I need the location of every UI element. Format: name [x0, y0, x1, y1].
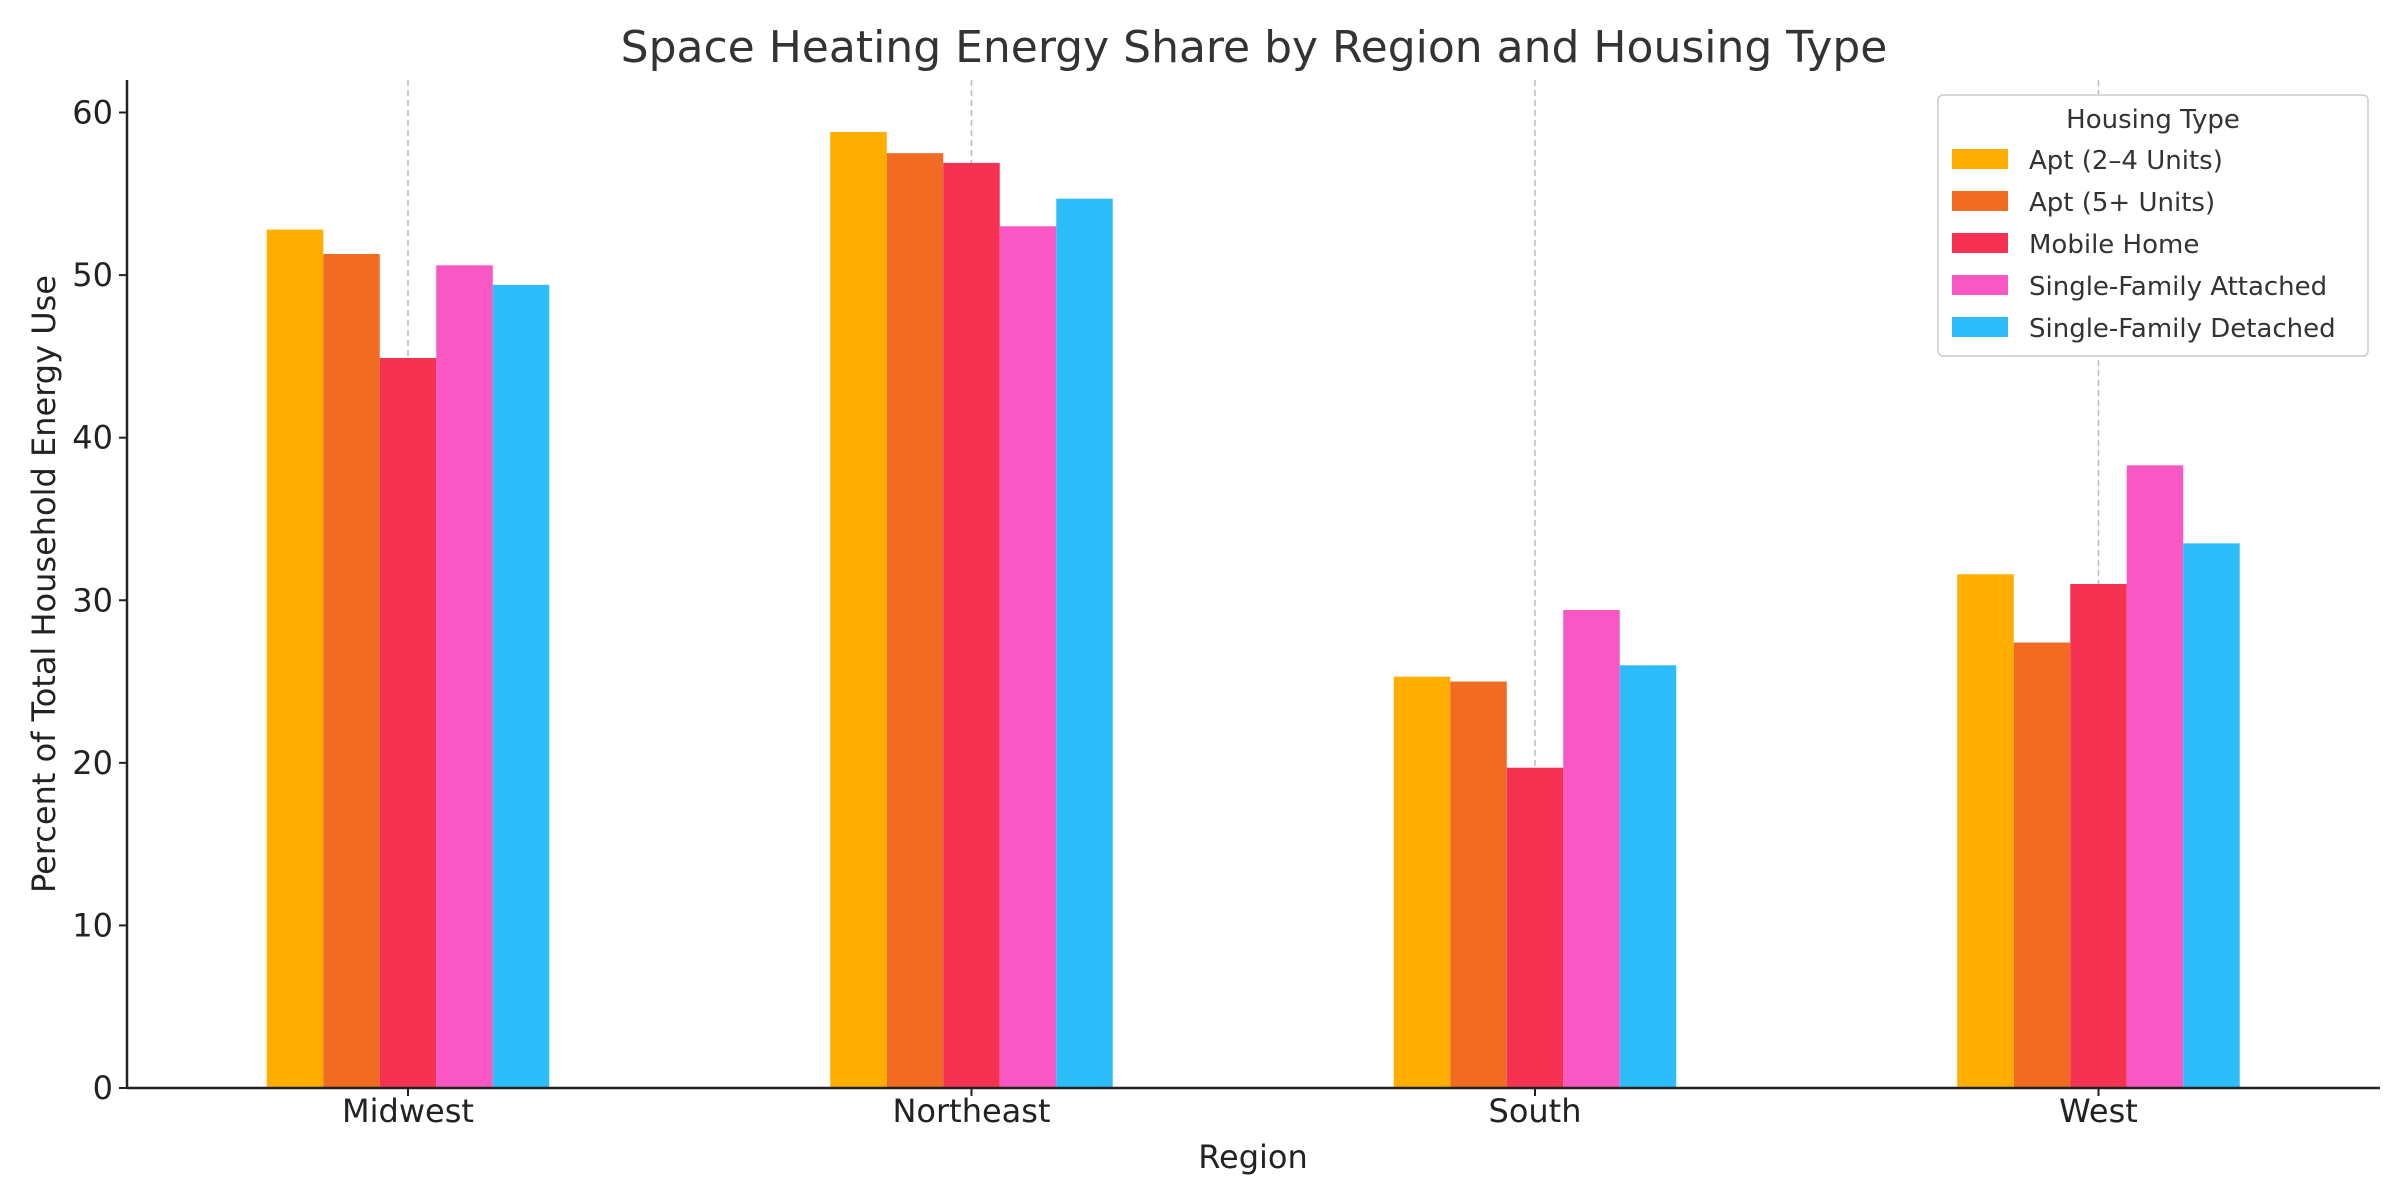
x-tick-label: South: [1489, 1092, 1582, 1130]
legend-swatch: [1952, 233, 2008, 253]
legend-swatch: [1952, 275, 2008, 295]
bar-midwest-1: [323, 253, 380, 1088]
x-tick-label: Northeast: [892, 1092, 1050, 1130]
bar-midwest-4: [492, 284, 550, 1088]
bar-northeast-0: [830, 132, 887, 1088]
legend-title: Housing Type: [2066, 105, 2240, 135]
bar-west-2: [2070, 584, 2127, 1088]
x-axis-label: Region: [1198, 1138, 1308, 1176]
legend-label: Mobile Home: [2029, 230, 2199, 260]
y-tick-label: 30: [72, 581, 113, 619]
y-ticks: 0 10 20 30 40 50 60: [72, 94, 127, 1107]
bar-midwest-3: [436, 265, 493, 1089]
legend-frame: [1937, 94, 2369, 357]
legend-label: Single-Family Attached: [2029, 272, 2327, 302]
bar-south-3: [1563, 610, 1620, 1088]
legend-label: Apt (2–4 Units): [2029, 146, 2223, 176]
bar-west-4: [2183, 543, 2240, 1088]
axes: [125, 80, 2380, 1090]
bar-northeast-2: [943, 162, 1000, 1088]
bar-northeast-4: [1056, 198, 1113, 1089]
legend: Housing Type Apt (2–4 Units) Apt (5+ Unit…: [1937, 94, 2369, 357]
legend-items: Apt (2–4 Units) Apt (5+ Units) Mobile Home…: [1952, 146, 2336, 344]
bar-west-3: [2126, 465, 2184, 1088]
bar-south-0: [1393, 676, 1451, 1088]
legend-label: Single-Family Detached: [2029, 314, 2336, 344]
grid-lines: [407, 80, 2100, 1088]
legend-swatch: [1952, 149, 2008, 169]
bars: [266, 132, 2240, 1089]
y-axis-label: Percent of Total Household Energy Use: [25, 275, 63, 893]
bar-south-2: [1506, 767, 1564, 1088]
x-tick-label: West: [2059, 1092, 2138, 1130]
legend-swatch: [1952, 317, 2008, 337]
bar-south-4: [1619, 665, 1677, 1088]
y-tick-label: 10: [72, 906, 113, 944]
bar-northeast-1: [886, 153, 944, 1089]
bar-west-0: [1957, 574, 2014, 1088]
chart-title: Space Heating Energy Share by Region and…: [621, 22, 1888, 73]
bar-midwest-2: [379, 358, 437, 1088]
bar-northeast-3: [999, 226, 1057, 1089]
bar-west-1: [2013, 642, 2071, 1088]
y-tick-label: 0: [93, 1069, 113, 1107]
x-tick-label: Midwest: [342, 1092, 474, 1130]
bar-south-1: [1450, 681, 1507, 1088]
legend-swatch: [1952, 191, 2008, 211]
x-ticks: Midwest Northeast South West: [342, 1088, 2138, 1130]
bar-midwest-0: [266, 229, 324, 1088]
y-tick-label: 50: [72, 256, 113, 294]
y-tick-label: 40: [72, 419, 113, 457]
y-tick-label: 20: [72, 744, 113, 782]
y-tick-label: 60: [72, 94, 113, 132]
legend-label: Apt (5+ Units): [2029, 188, 2215, 218]
